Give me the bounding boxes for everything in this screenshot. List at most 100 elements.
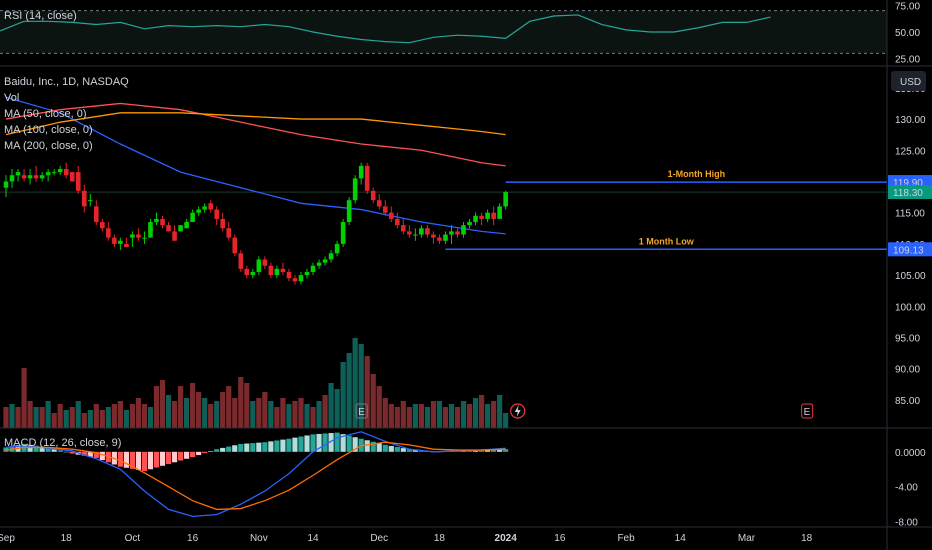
volume-bar — [184, 398, 190, 428]
volume-bar — [63, 410, 69, 428]
candle-body — [87, 200, 93, 202]
price-label: 118.30 — [893, 188, 923, 199]
time-axis-label: 16 — [554, 533, 566, 544]
macd-histogram-bar — [45, 447, 51, 452]
candle-body — [310, 265, 316, 272]
candle-body — [136, 234, 141, 238]
rsi-y-tick: 50.00 — [895, 28, 920, 39]
macd-histogram-bar — [147, 451, 154, 470]
macd-histogram-bar — [196, 451, 202, 456]
candle-body — [370, 190, 376, 201]
macd-histogram-bar — [280, 439, 286, 452]
macd-histogram-bar — [171, 451, 178, 463]
volume-bar — [99, 410, 105, 428]
candle-body — [106, 228, 111, 238]
level-label: 1-Month High — [668, 169, 726, 179]
candle-body — [214, 209, 219, 219]
currency-button[interactable] — [891, 71, 926, 91]
candle-body — [112, 237, 117, 244]
candle-body — [473, 215, 478, 223]
time-axis-label: 18 — [61, 533, 73, 544]
volume-bar — [334, 389, 340, 428]
macd-histogram-bar — [310, 434, 316, 452]
macd-histogram-bar — [250, 443, 256, 452]
earnings-marker — [355, 403, 368, 419]
time-axis: Sep 18 Oct 16 Nov 14 Dec 18 2024 16 Feb 14 Mar 18 — [0, 0, 888, 550]
volume-bar — [123, 410, 129, 428]
candle-body — [160, 218, 165, 226]
volume-bar — [280, 398, 286, 428]
macd-histogram-bar — [93, 451, 99, 458]
volume-bar — [208, 404, 214, 428]
volume-bar — [87, 410, 93, 428]
rsi-title: RSI (14, close) — [4, 10, 77, 22]
volume-bar — [51, 413, 57, 428]
volume-bar — [503, 413, 509, 428]
price-y-tick: 105.00 — [895, 271, 926, 282]
volume-bar — [9, 404, 15, 428]
candle-body — [455, 231, 460, 235]
volume-bar — [358, 344, 364, 428]
candle-body — [256, 259, 262, 272]
time-axis-label: Oct — [125, 533, 141, 544]
volume-bar — [448, 404, 455, 428]
candle-body — [395, 218, 400, 226]
volume-bar — [250, 401, 256, 428]
macd-pane: 0.0000 -4.00 -8.00 — [0, 431, 932, 529]
candle-body — [202, 206, 207, 210]
macd-histogram-bar — [214, 449, 220, 452]
volume-bar — [232, 398, 238, 428]
candle-body — [3, 181, 9, 188]
candle-body — [425, 228, 430, 235]
macd-histogram-bar — [304, 435, 310, 452]
earnings-marker — [801, 403, 814, 419]
macd-histogram-bar — [286, 438, 292, 452]
volume-bar — [436, 401, 443, 428]
macd-histogram-bar — [190, 451, 196, 458]
legend-ma50: MA (50, close, 0) — [4, 108, 87, 120]
volume-bar — [214, 401, 220, 428]
candle-body — [232, 237, 238, 254]
macd-histogram-bar — [184, 451, 190, 459]
earnings-marker-label: E — [804, 407, 811, 418]
volume-bar — [460, 401, 467, 428]
macd-histogram-bar — [39, 446, 45, 452]
rsi-y-tick: 25.00 — [895, 55, 920, 66]
time-axis-label: Dec — [370, 533, 388, 544]
price-y-tick: 95.00 — [895, 334, 920, 345]
volume-bar — [57, 404, 63, 428]
candle-body — [220, 218, 226, 229]
candle-body — [431, 234, 436, 238]
volume-bar — [129, 404, 136, 428]
candle-body — [376, 200, 382, 207]
candle-body — [334, 243, 340, 254]
volume-bar — [376, 386, 382, 428]
candle-body — [413, 234, 418, 236]
candle-body — [94, 206, 99, 223]
macd-histogram-bar — [69, 451, 75, 454]
macd-histogram-bar — [27, 444, 33, 452]
price-y-tick: 85.00 — [895, 396, 920, 407]
candle-body — [148, 222, 153, 238]
macd-histogram-bar — [99, 451, 105, 461]
candle-body — [9, 175, 15, 182]
volume-bar — [117, 401, 123, 428]
volume-bar — [45, 401, 51, 428]
volume-bar — [268, 401, 274, 428]
price-y-tick: 100.00 — [895, 302, 926, 313]
candle-body — [57, 168, 63, 173]
macd-histogram-bar — [202, 451, 208, 454]
macd-histogram-bar — [298, 436, 304, 452]
candle-body — [142, 237, 147, 239]
candle-body — [238, 253, 244, 269]
volume-bar — [472, 398, 479, 428]
candle-body — [352, 178, 358, 201]
price-y-tick: 125.00 — [895, 146, 926, 157]
candle-body — [497, 206, 502, 219]
macd-histogram-bar — [394, 447, 400, 452]
macd-histogram-bar — [274, 440, 280, 452]
price-y-tick: 130.00 — [895, 115, 926, 126]
legend-ma100: MA (100, close, 0) — [4, 124, 93, 136]
candle-body — [45, 172, 51, 176]
